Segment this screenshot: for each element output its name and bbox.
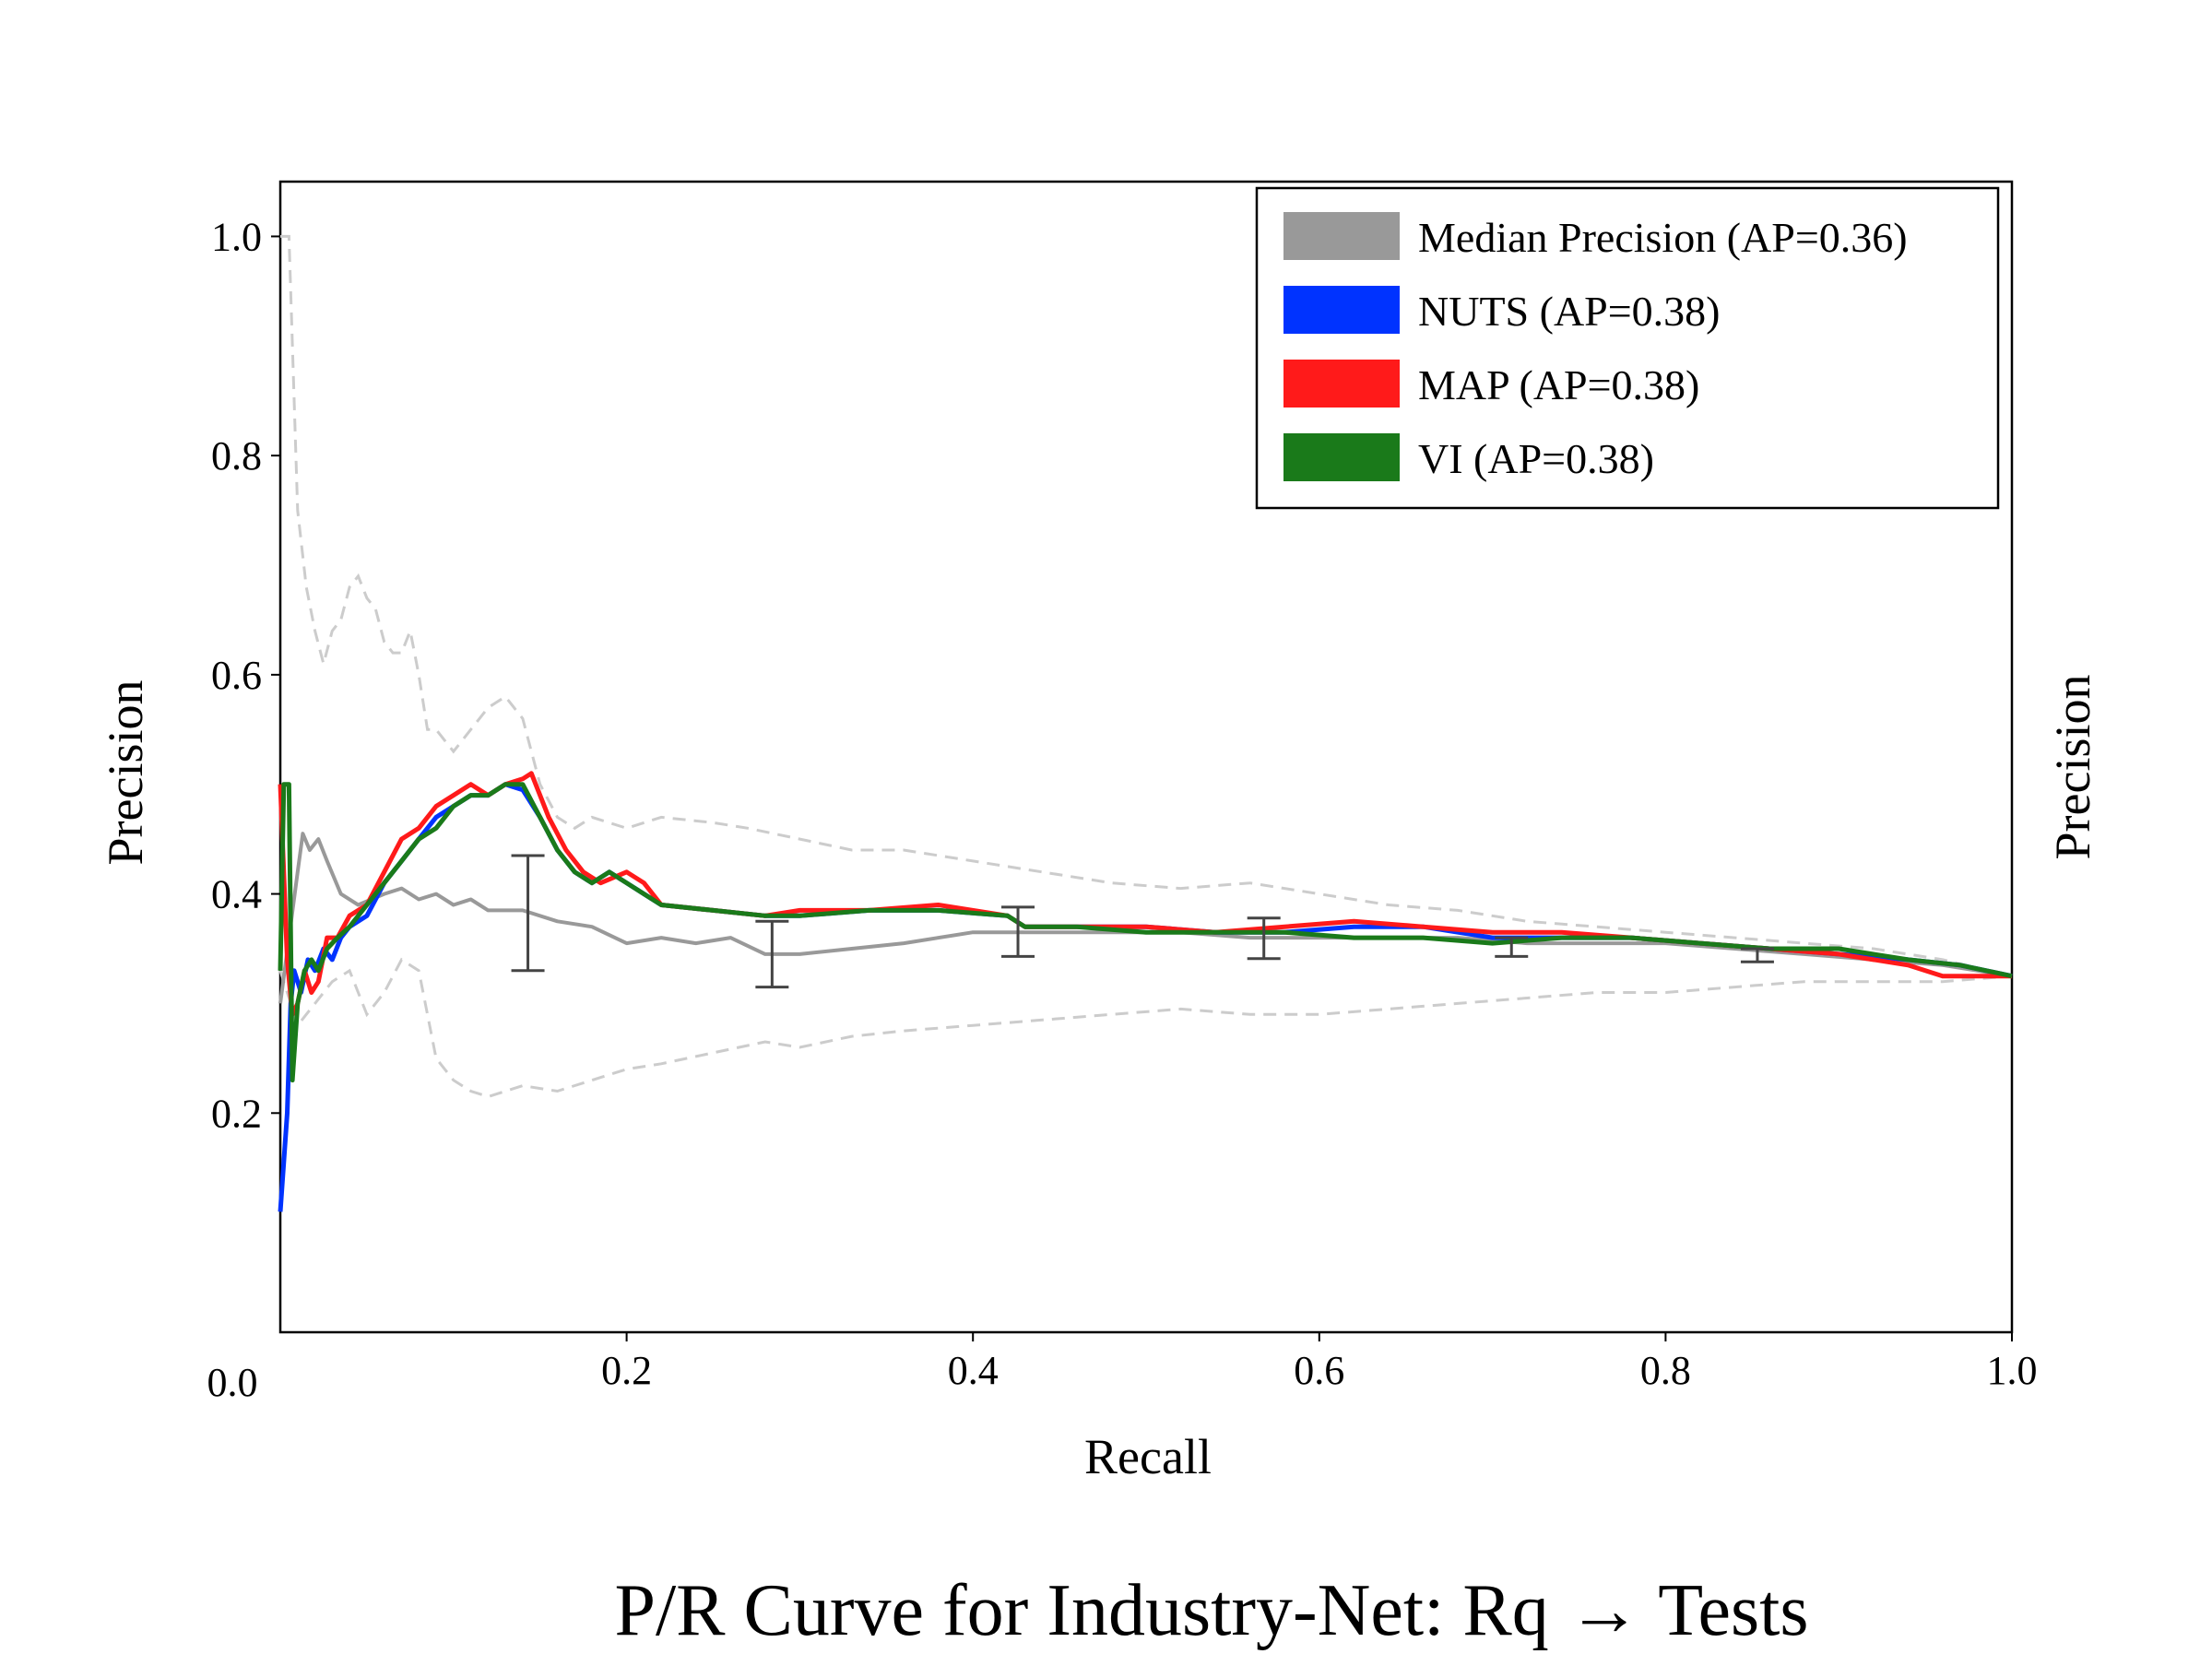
legend-swatch: [1283, 286, 1400, 334]
x-origin-label: 0.0: [207, 1360, 258, 1405]
legend-item-nuts: NUTS (AP=0.38): [1283, 286, 1721, 335]
x-tick-label: 0.2: [601, 1348, 652, 1393]
error-bar-3: [1001, 905, 1035, 958]
error-bar-5: [1495, 936, 1529, 958]
legend: Median Precision (AP=0.36) NUTS (AP=0.38)…: [1255, 186, 2000, 510]
band-upper: [280, 234, 2013, 978]
series-line-vi: [278, 782, 2013, 1083]
error-bar-2: [755, 919, 789, 989]
confidence-bands: [278, 234, 2013, 1099]
legend-item-vi: VI (AP=0.38): [1283, 433, 1654, 482]
x-axis-title: Recall: [1084, 1429, 1212, 1484]
chart-title: P/R Curve for Industry-Net: Rq → Tests: [614, 1570, 1808, 1651]
y-axis-title: Precision: [98, 680, 153, 866]
legend-item-median-precision: Median Precision (AP=0.36): [1283, 212, 1908, 261]
y-tick-label: 0.4: [211, 872, 262, 917]
series-lines: [278, 771, 2013, 1212]
legend-label: NUTS (AP=0.38): [1418, 288, 1721, 335]
x-tick-label: 1.0: [1987, 1348, 2038, 1393]
x-tick-label: 0.6: [1294, 1348, 1344, 1393]
legend-item-map: MAP (AP=0.38): [1283, 360, 1699, 408]
y-tick-label: 1.0: [211, 214, 262, 259]
legend-swatch: [1283, 360, 1400, 408]
y-axis-title-right: Precision: [2045, 675, 2100, 860]
series-line-median-precision: [278, 832, 2013, 1004]
legend-swatch: [1283, 212, 1400, 260]
legend-swatch: [1283, 433, 1400, 481]
x-tick-label: 0.8: [1640, 1348, 1691, 1393]
y-tick-label: 0.6: [211, 653, 262, 698]
error-bar-1: [511, 854, 545, 973]
legend-label: Median Precision (AP=0.36): [1418, 214, 1908, 261]
error-bars: [511, 854, 1774, 989]
y-tick-label: 0.8: [211, 433, 262, 478]
axis-ticks: 0.2 0.4 0.6 0.8 1.0 0.2 0.4 0.6 0.8 1.0: [211, 214, 2038, 1393]
y-tick-label: 0.2: [211, 1091, 262, 1136]
band-lower: [278, 957, 2013, 1099]
error-bar-6: [1740, 947, 1774, 963]
legend-label: VI (AP=0.38): [1418, 435, 1654, 482]
error-bar-4: [1247, 916, 1281, 961]
legend-label: MAP (AP=0.38): [1418, 361, 1699, 408]
x-tick-label: 0.4: [948, 1348, 999, 1393]
